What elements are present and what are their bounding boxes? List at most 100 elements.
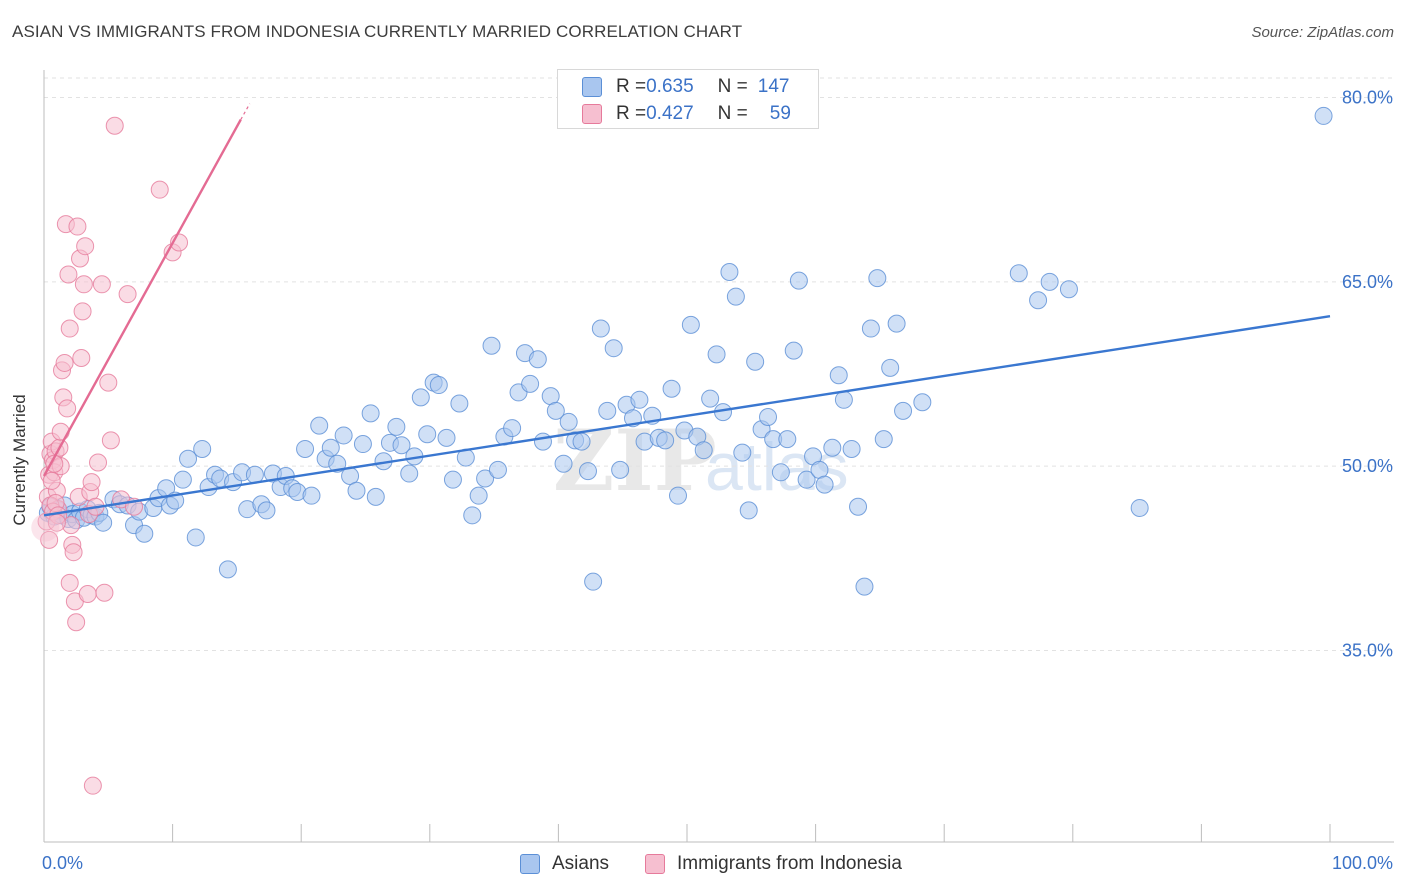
- bottom-legend-asians: Asians: [520, 851, 609, 877]
- legend-r-value: 0.427: [646, 103, 694, 124]
- asian-point: [662, 379, 681, 398]
- legend-swatch-blue: [582, 77, 602, 97]
- asian-point: [296, 439, 315, 458]
- asian-point: [778, 430, 797, 449]
- asian-point: [450, 394, 469, 413]
- chart-title: ASIAN VS IMMIGRANTS FROM INDONESIA CURRE…: [12, 22, 743, 41]
- indonesia-point: [64, 543, 83, 562]
- asian-point: [1130, 498, 1149, 517]
- indonesia-point: [89, 453, 108, 472]
- legend-n-value: 147: [757, 76, 790, 97]
- y-tick-label: 80.0%: [1342, 88, 1393, 108]
- asian-point: [193, 439, 212, 458]
- legend-n-label: N =: [717, 103, 748, 124]
- asian-point: [482, 336, 501, 355]
- asian-point: [694, 441, 713, 460]
- bottom-legend-swatch-blue: [520, 854, 540, 874]
- indonesia-point: [78, 584, 97, 603]
- indonesia-point: [99, 373, 118, 392]
- indonesia-point: [68, 217, 87, 236]
- source-credit: Source: ZipAtlas.com: [1251, 24, 1394, 41]
- asian-point: [559, 412, 578, 431]
- legend-n-label: N =: [717, 76, 748, 97]
- asian-point: [746, 352, 765, 371]
- asian-point: [546, 401, 565, 420]
- asian-point: [681, 315, 700, 334]
- indonesia-point: [67, 613, 86, 632]
- bottom-legend-indonesia: Immigrants from Indonesia: [645, 851, 902, 877]
- indonesia-point: [83, 776, 102, 795]
- asian-point: [366, 487, 385, 506]
- asian-point: [834, 390, 853, 409]
- asian-point: [881, 358, 900, 377]
- legend-r-value: 0.635: [646, 76, 694, 97]
- asian-point: [668, 486, 687, 505]
- asian-point: [849, 497, 868, 516]
- asian-point: [855, 577, 874, 596]
- asian-point: [310, 416, 329, 435]
- asian-point: [894, 401, 913, 420]
- asian-point: [771, 463, 790, 482]
- asian-point: [887, 314, 906, 333]
- legend-row-indonesia: R = 0.427 N = 59: [582, 101, 791, 127]
- asian-point: [604, 339, 623, 358]
- indonesia-point: [95, 583, 114, 602]
- indonesia-point: [118, 285, 137, 304]
- asian-point: [584, 572, 603, 591]
- asian-point: [503, 419, 522, 438]
- indonesia-point: [74, 275, 93, 294]
- asian-point: [598, 401, 617, 420]
- asian-point: [815, 475, 834, 494]
- asian-point: [94, 513, 113, 532]
- indonesia-point: [58, 399, 77, 418]
- indonesia-point: [101, 431, 120, 450]
- asian-point: [533, 432, 552, 451]
- asian-point: [829, 366, 848, 385]
- indonesia-point: [59, 265, 78, 284]
- asian-point: [611, 460, 630, 479]
- asian-point: [387, 417, 406, 436]
- asian-point: [701, 389, 720, 408]
- y-tick-label: 35.0%: [1342, 641, 1393, 661]
- indonesia-point: [72, 349, 91, 368]
- asian-point: [630, 390, 649, 409]
- asian-point: [842, 439, 861, 458]
- asian-point: [186, 528, 205, 547]
- asian-point: [302, 486, 321, 505]
- asian-point: [1314, 106, 1333, 125]
- asian-point: [656, 431, 675, 450]
- asian-point: [797, 470, 816, 489]
- legend-n-value: 59: [769, 103, 791, 124]
- asian-point: [861, 319, 880, 338]
- x-tick-label: 100.0%: [1332, 853, 1393, 873]
- indonesia-point: [92, 275, 111, 294]
- asian-point: [759, 408, 778, 427]
- bottom-legend-label: Immigrants from Indonesia: [677, 853, 902, 874]
- y-tick-label: 50.0%: [1342, 456, 1393, 476]
- asian-point: [707, 345, 726, 364]
- asian-point: [361, 404, 380, 423]
- asian-point: [173, 470, 192, 489]
- indonesia-point: [105, 116, 124, 135]
- asian-point: [135, 524, 154, 543]
- asian-point: [1059, 280, 1078, 299]
- indonesia-point: [40, 530, 59, 549]
- asian-point: [521, 374, 540, 393]
- asian-point: [257, 501, 276, 520]
- legend-r-label: R =: [616, 76, 647, 97]
- asian-point: [179, 449, 198, 468]
- indonesia-point: [60, 573, 79, 592]
- asian-point: [429, 376, 448, 395]
- indonesia-point: [82, 473, 101, 492]
- asian-point: [443, 470, 462, 489]
- bottom-legend-swatch-pink: [645, 854, 665, 874]
- asian-point: [437, 428, 456, 447]
- asian-point: [321, 438, 340, 457]
- legend-row-asians: R = 0.635 N = 147: [582, 74, 789, 100]
- asian-trendline: [43, 315, 1331, 517]
- asian-point: [1040, 272, 1059, 291]
- asian-point: [418, 425, 437, 444]
- bottom-legend-label: Asians: [552, 853, 610, 874]
- asian-point: [334, 426, 353, 445]
